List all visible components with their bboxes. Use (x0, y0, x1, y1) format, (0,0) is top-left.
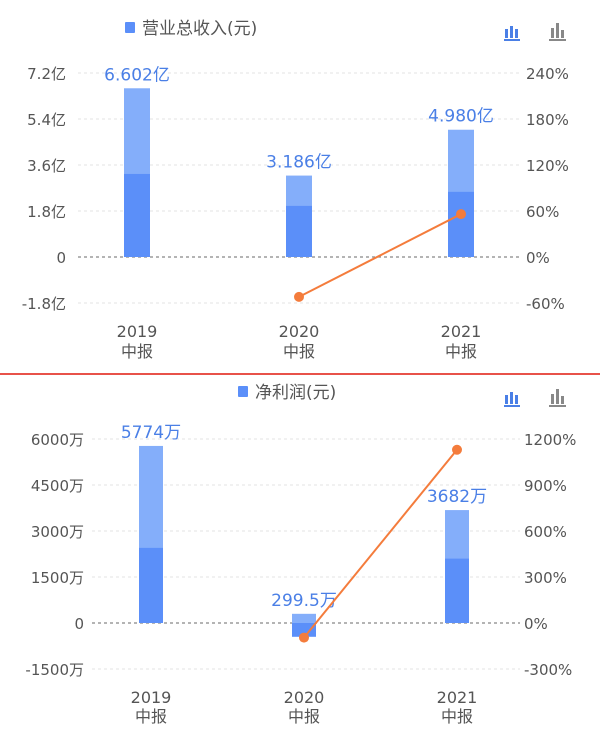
x-tick-label: 2021 (437, 688, 478, 707)
x-tick-label: 2020 (284, 688, 325, 707)
y-left-tick-label: 4500万 (31, 477, 84, 495)
y-right-tick-label: 1200% (524, 431, 576, 449)
chart-1: 营业总收入(元) 7.2亿 5.4亿 3.6亿 1.8亿 0 -1.8亿 240% 180% 12… (22, 19, 569, 361)
bar-value-label: 6.602亿 (104, 65, 170, 85)
y-left-tick-label: -1.8亿 (22, 295, 66, 313)
y-left-tick-label: 6000万 (31, 431, 84, 449)
x-tick-sublabel: 中报 (441, 707, 473, 726)
bar-inner[interactable] (286, 205, 312, 257)
y-right-tick-label: 600% (524, 523, 567, 541)
icon-bar (556, 389, 559, 404)
y-right-tick-label: 60% (526, 203, 559, 221)
legend-swatch (125, 22, 135, 33)
icon-bar (510, 392, 513, 404)
icon-bar (556, 23, 559, 38)
icon-baseline (504, 405, 520, 407)
y-right-tick-label: 300% (524, 569, 567, 587)
bar-inner[interactable] (292, 623, 316, 637)
y-left-tick-label: 3000万 (31, 523, 84, 541)
x-tick-sublabel: 中报 (121, 342, 153, 361)
x-tick-sublabel: 中报 (283, 342, 315, 361)
bar-inner[interactable] (448, 191, 474, 257)
y-left-tick-label: 1.8亿 (27, 203, 66, 221)
bar-inner[interactable] (445, 558, 469, 623)
grouped-bar-icon[interactable] (504, 392, 520, 407)
y-left-tick-label: 0 (56, 249, 66, 267)
y-right-tick-label: 0% (524, 615, 548, 633)
y-right-tick-label: 900% (524, 477, 567, 495)
x-tick-label: 2019 (117, 322, 158, 341)
x-tick-sublabel: 中报 (445, 342, 477, 361)
y-left-tick-label: 7.2亿 (27, 65, 66, 83)
x-tick-label: 2021 (441, 322, 482, 341)
bar-2020[interactable] (286, 175, 312, 257)
y-right-tick-label: -300% (524, 661, 572, 679)
y-right-tick-label: -60% (526, 295, 565, 313)
icon-bar (561, 396, 564, 404)
grouped-bar-icon[interactable] (504, 26, 520, 41)
bar-2019[interactable] (139, 445, 163, 623)
bar-2021[interactable] (445, 510, 469, 623)
bar-value-label: 299.5万 (271, 591, 337, 611)
bar-2021[interactable] (448, 129, 474, 257)
x-tick-sublabel: 中报 (288, 707, 320, 726)
y-right-tick-label: 240% (526, 65, 569, 83)
bar-inner[interactable] (124, 173, 150, 257)
y-right-tick-label: 180% (526, 111, 569, 129)
legend-label: 营业总收入(元) (142, 19, 257, 39)
growth-line (298, 213, 462, 298)
y-left-tick-label: -1500万 (25, 661, 84, 679)
icon-baseline (504, 39, 520, 41)
icon-bar (551, 394, 554, 404)
y-left-tick-label: 3.6亿 (27, 157, 66, 175)
growth-point[interactable] (294, 291, 304, 302)
bar-2019[interactable] (124, 88, 150, 257)
icon-bar (515, 395, 518, 404)
icon-bar (505, 29, 508, 38)
bar-total[interactable] (292, 613, 316, 623)
growth-point[interactable] (452, 444, 462, 455)
bar-value-label: 3.186亿 (266, 153, 332, 173)
bar-value-label: 4.980亿 (428, 107, 494, 127)
bar-value-label: 3682万 (427, 487, 487, 507)
x-tick-label: 2019 (131, 688, 172, 707)
growth-point[interactable] (299, 632, 309, 643)
x-tick-label: 2020 (279, 322, 320, 341)
icon-bar (515, 29, 518, 38)
bar-chart-icon[interactable] (549, 23, 566, 41)
icon-bar (510, 26, 513, 38)
bar-2020[interactable] (292, 613, 316, 637)
legend-swatch (238, 386, 248, 397)
y-right-tick-label: 120% (526, 157, 569, 175)
bar-value-label: 5774万 (121, 423, 181, 443)
x-tick-sublabel: 中报 (135, 707, 167, 726)
icon-bar (505, 395, 508, 404)
y-left-tick-label: 5.4亿 (27, 111, 66, 129)
bar-inner[interactable] (139, 547, 163, 623)
y-right-tick-label: 0% (526, 249, 550, 267)
growth-point[interactable] (456, 209, 466, 220)
bar-chart-icon[interactable] (549, 389, 566, 407)
legend-label: 净利润(元) (255, 383, 336, 403)
icon-baseline (549, 405, 566, 407)
icon-bar (551, 28, 554, 38)
growth-line (303, 449, 458, 639)
y-left-tick-label: 1500万 (31, 569, 84, 587)
icon-baseline (549, 39, 566, 41)
icon-bar (561, 30, 564, 38)
chart-2: 净利润(元) 6000万 4500万 3000万 1500万 0 -1500万 1200% 90… (25, 383, 576, 726)
y-left-tick-label: 0 (74, 615, 84, 633)
